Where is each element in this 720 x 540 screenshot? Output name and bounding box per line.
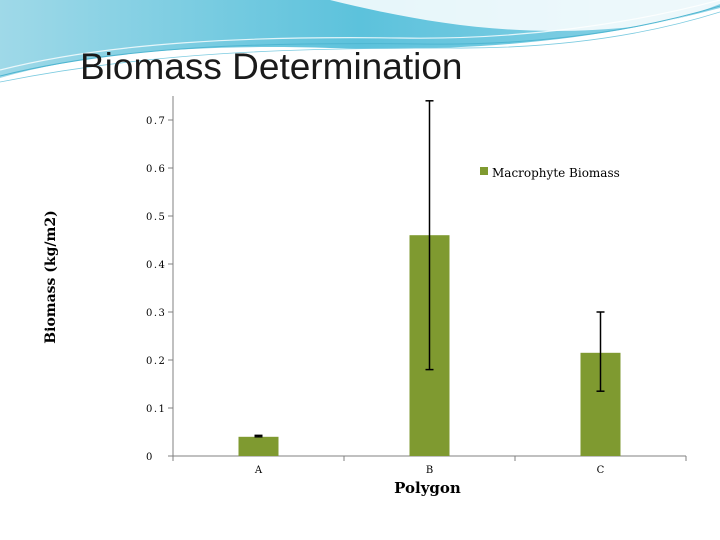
y-tick-label: 0.4 — [146, 260, 166, 271]
y-tick-label: 0.2 — [146, 356, 166, 367]
x-tick-label: C — [597, 465, 605, 476]
x-tick-label: B — [426, 465, 433, 476]
y-tick-label: 0.3 — [146, 308, 166, 319]
legend-label: Macrophyte Biomass — [492, 166, 620, 180]
x-tick-label: A — [254, 465, 263, 476]
legend-swatch — [480, 167, 488, 175]
y-tick-label: 0.1 — [146, 404, 166, 415]
x-axis-title: Polygon — [394, 479, 461, 497]
y-tick-label: 0.5 — [146, 212, 166, 223]
slide-title: Biomass Determination — [80, 46, 463, 87]
y-tick-label: 0 — [146, 452, 154, 463]
title-banner-decoration — [0, 0, 720, 83]
y-tick-label: 0.7 — [146, 116, 166, 127]
y-tick-label: 0.6 — [146, 164, 166, 175]
bar-a — [238, 436, 279, 456]
y-axis-title: Biomass (kg/m2) — [43, 210, 59, 343]
